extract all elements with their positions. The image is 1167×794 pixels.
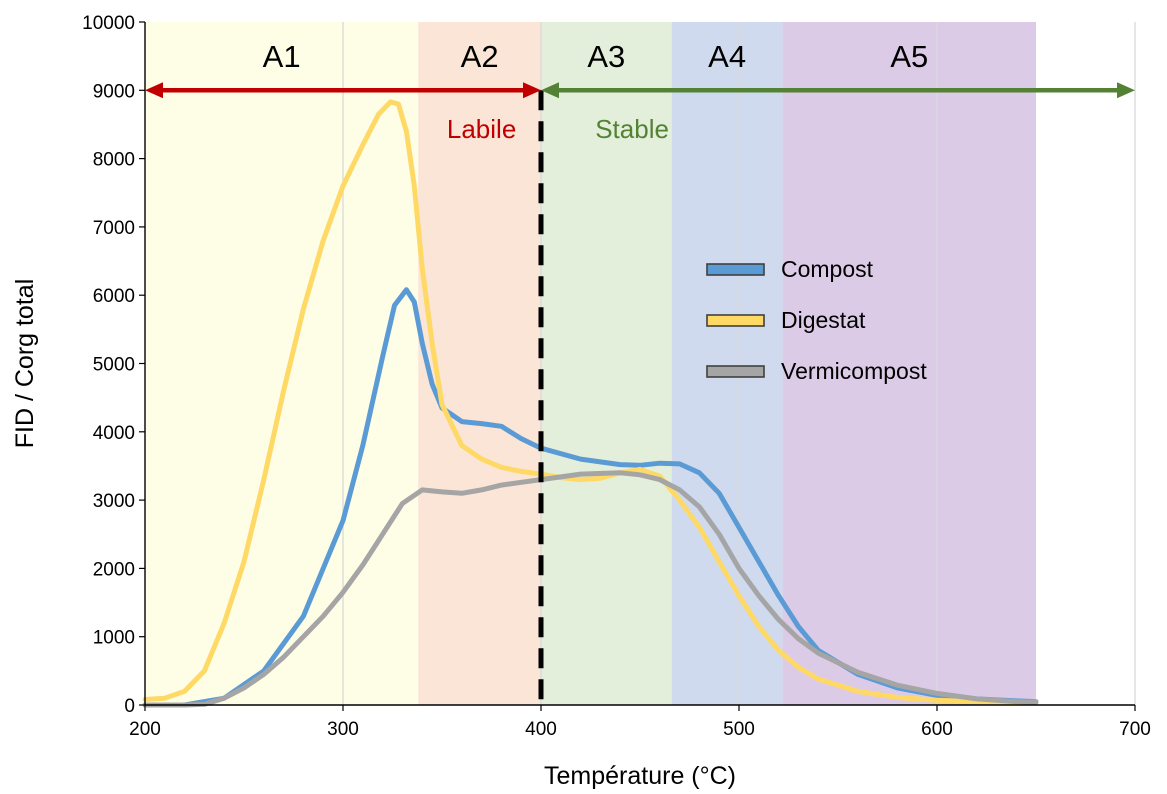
y-tick-label: 10000 <box>82 13 135 34</box>
x-tick-label: 200 <box>129 719 161 740</box>
range-label-stable: Stable <box>595 114 669 144</box>
legend-label-vermicompost: Vermicompost <box>781 358 927 384</box>
x-tick-label: 500 <box>723 719 755 740</box>
zone-label-a5: A5 <box>890 39 928 74</box>
y-tick-label: 6000 <box>93 286 135 307</box>
range-label-labile: Labile <box>447 114 516 144</box>
arrowhead-right-icon <box>1117 82 1135 98</box>
y-tick-label: 7000 <box>93 218 135 239</box>
y-tick-label: 1000 <box>93 628 135 649</box>
y-tick-label: 0 <box>124 696 135 717</box>
y-tick-label: 5000 <box>93 355 135 376</box>
y-tick-label: 3000 <box>93 491 135 512</box>
zone-label-a1: A1 <box>263 39 301 74</box>
zone-label-a3: A3 <box>587 39 625 74</box>
legend-swatch-vermicompost <box>707 366 764 377</box>
x-tick-label: 600 <box>921 719 953 740</box>
zone-label-a2: A2 <box>461 39 499 74</box>
y-axis-title: FID / Corg total <box>11 279 39 449</box>
y-tick-label: 4000 <box>93 423 135 444</box>
x-tick-label: 400 <box>525 719 557 740</box>
zone-label-a4: A4 <box>708 39 746 74</box>
y-tick-label: 8000 <box>93 150 135 171</box>
legend-label-digestat: Digestat <box>781 307 866 333</box>
legend-label-compost: Compost <box>781 256 874 282</box>
legend-swatch-compost <box>707 264 764 275</box>
zone-a1 <box>145 22 418 705</box>
x-tick-label: 300 <box>327 719 359 740</box>
x-axis-title: Température (°C) <box>544 762 736 790</box>
legend-swatch-digestat <box>707 315 764 326</box>
y-tick-label: 2000 <box>93 559 135 580</box>
y-tick-label: 9000 <box>93 81 135 102</box>
x-tick-label: 700 <box>1119 719 1151 740</box>
